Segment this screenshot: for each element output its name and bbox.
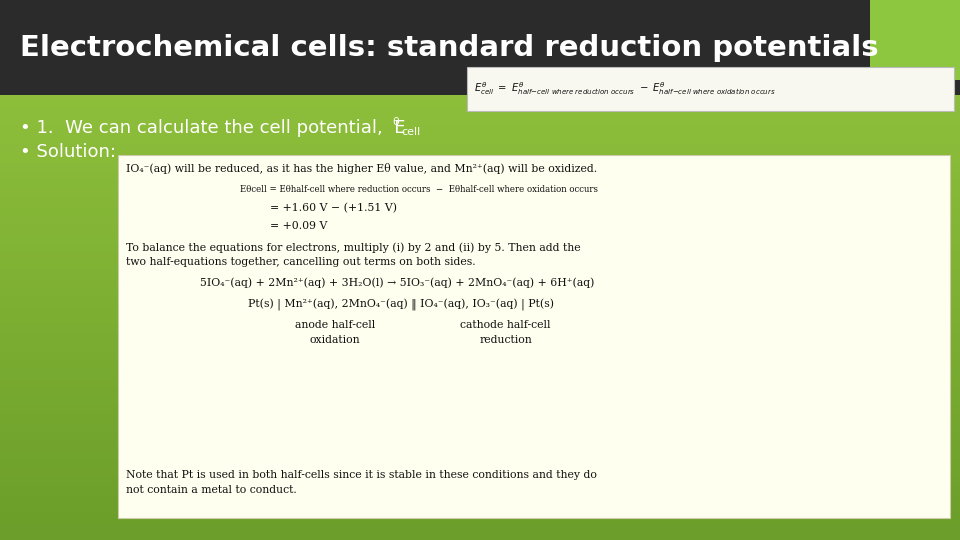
Text: $E^{\theta}_{cell}\ =\ E^{\theta}_{half\mathregular{-}cell\ where\ reduction\ oc: $E^{\theta}_{cell}\ =\ E^{\theta}_{half\… (474, 80, 776, 97)
Text: = +0.09 V: = +0.09 V (270, 221, 327, 231)
Bar (0, 324, 960, 333)
Bar (0, 72, 960, 81)
Bar (0, 171, 960, 180)
Bar (0, 423, 960, 432)
Bar (0, 153, 960, 162)
FancyBboxPatch shape (467, 67, 954, 111)
Bar (0, 126, 960, 135)
Bar (0, 333, 960, 342)
Bar (0, 432, 960, 441)
Bar (0, 162, 960, 171)
FancyBboxPatch shape (118, 155, 950, 518)
Bar (0, 108, 960, 117)
Bar (0, 486, 960, 495)
Bar (0, 378, 960, 387)
Text: • Solution:: • Solution: (20, 143, 116, 161)
Bar (0, 261, 960, 270)
Bar (0, 9, 960, 18)
Bar (0, 135, 960, 144)
Bar (0, 99, 960, 108)
Bar (870, 0, 960, 80)
Bar (0, 117, 960, 126)
Text: Electrochemical cells: standard reduction potentials: Electrochemical cells: standard reductio… (20, 34, 878, 62)
Bar (0, 342, 960, 351)
Bar (0, 504, 960, 513)
Bar (0, 0, 960, 9)
Bar (0, 216, 960, 225)
Text: Pt(s) | Mn²⁺(aq), 2MnO₄⁻(aq) ‖ IO₄⁻(aq), IO₃⁻(aq) | Pt(s): Pt(s) | Mn²⁺(aq), 2MnO₄⁻(aq) ‖ IO₄⁻(aq),… (248, 299, 554, 311)
Bar (0, 189, 960, 198)
Bar (0, 387, 960, 396)
Bar (0, 252, 960, 261)
Bar (0, 36, 960, 45)
Bar (0, 27, 960, 36)
Bar (0, 54, 960, 63)
Bar (0, 531, 960, 540)
Bar (0, 477, 960, 486)
Bar (0, 369, 960, 378)
Text: not contain a metal to conduct.: not contain a metal to conduct. (126, 485, 297, 495)
Bar (0, 441, 960, 450)
Text: IO₄⁻(aq) will be reduced, as it has the higher Eθ value, and Mn²⁺(aq) will be ox: IO₄⁻(aq) will be reduced, as it has the … (126, 163, 597, 173)
Bar (0, 234, 960, 243)
Bar (0, 513, 960, 522)
Bar (0, 414, 960, 423)
Bar (0, 180, 960, 189)
Bar (0, 315, 960, 324)
Text: anode half-cell: anode half-cell (295, 320, 375, 330)
Bar (0, 405, 960, 414)
Text: cell: cell (401, 127, 420, 137)
Text: θ: θ (392, 117, 398, 127)
Bar (0, 360, 960, 369)
Text: • 1.  We can calculate the cell potential,  E: • 1. We can calculate the cell potential… (20, 119, 405, 137)
Text: reduction: reduction (480, 335, 533, 345)
Bar (0, 63, 960, 72)
Bar (0, 270, 960, 279)
Bar (0, 396, 960, 405)
Bar (0, 0, 870, 95)
Bar (0, 468, 960, 477)
Bar (870, 80, 960, 95)
Bar (0, 459, 960, 468)
Text: oxidation: oxidation (310, 335, 361, 345)
Bar (0, 198, 960, 207)
Bar (0, 297, 960, 306)
Text: cathode half-cell: cathode half-cell (460, 320, 550, 330)
Bar (0, 351, 960, 360)
Bar (0, 522, 960, 531)
Text: To balance the equations for electrons, multiply (i) by 2 and (ii) by 5. Then ad: To balance the equations for electrons, … (126, 242, 581, 253)
Bar (0, 495, 960, 504)
Text: 5IO₄⁻(aq) + 2Mn²⁺(aq) + 3H₂O(l) → 5IO₃⁻(aq) + 2MnO₄⁻(aq) + 6H⁺(aq): 5IO₄⁻(aq) + 2Mn²⁺(aq) + 3H₂O(l) → 5IO₃⁻(… (200, 278, 594, 288)
Bar (0, 81, 960, 90)
Bar (0, 207, 960, 216)
Bar (0, 225, 960, 234)
Bar (0, 243, 960, 252)
Bar (0, 45, 960, 54)
Bar (0, 144, 960, 153)
Bar (0, 90, 960, 99)
Text: two half-equations together, cancelling out terms on both sides.: two half-equations together, cancelling … (126, 257, 475, 267)
Bar (0, 306, 960, 315)
Bar (0, 279, 960, 288)
Text: = +1.60 V − (+1.51 V): = +1.60 V − (+1.51 V) (270, 203, 397, 213)
Bar (0, 18, 960, 27)
Text: Note that Pt is used in both half-cells since it is stable in these conditions a: Note that Pt is used in both half-cells … (126, 470, 597, 480)
Text: Eθcell = Eθhalf-cell where reduction occurs  −  Eθhalf-cell where oxidation occu: Eθcell = Eθhalf-cell where reduction occ… (240, 186, 598, 194)
Bar (0, 450, 960, 459)
Bar (0, 288, 960, 297)
